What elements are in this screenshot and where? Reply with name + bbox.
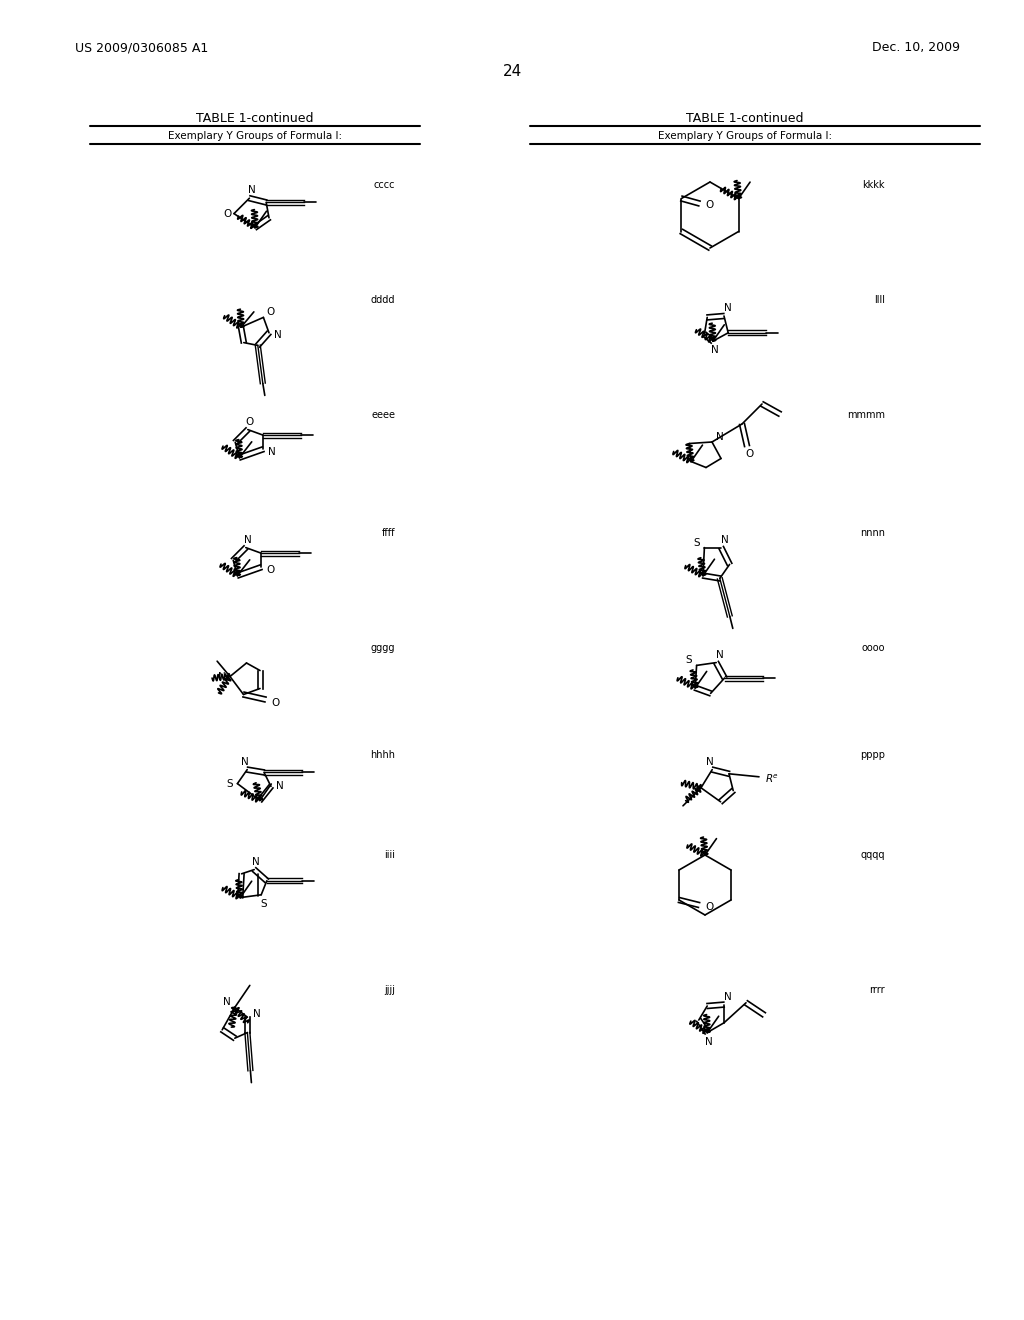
Text: gggg: gggg: [371, 643, 395, 653]
Text: S: S: [226, 779, 232, 788]
Text: N: N: [218, 672, 226, 681]
Text: S: S: [693, 537, 699, 548]
Text: O: O: [745, 449, 754, 459]
Text: iiii: iiii: [384, 850, 395, 861]
Text: N: N: [724, 991, 732, 1002]
Text: N: N: [244, 535, 252, 545]
Text: N: N: [717, 649, 724, 660]
Text: N: N: [253, 1010, 260, 1019]
Text: dddd: dddd: [371, 294, 395, 305]
Text: O: O: [706, 201, 714, 210]
Text: N: N: [252, 857, 260, 867]
Text: O: O: [705, 902, 713, 912]
Text: hhhh: hhhh: [370, 750, 395, 760]
Text: S: S: [260, 899, 266, 908]
Text: jjjj: jjjj: [384, 985, 395, 995]
Text: N: N: [248, 185, 255, 195]
Text: kkkk: kkkk: [862, 180, 885, 190]
Text: US 2009/0306085 A1: US 2009/0306085 A1: [75, 41, 208, 54]
Text: N: N: [707, 756, 714, 767]
Text: TABLE 1-continued: TABLE 1-continued: [686, 111, 804, 124]
Text: N: N: [274, 330, 282, 339]
Text: N: N: [242, 756, 249, 767]
Text: Dec. 10, 2009: Dec. 10, 2009: [872, 41, 961, 54]
Text: O: O: [266, 565, 274, 576]
Text: eeee: eeee: [371, 411, 395, 420]
Text: N: N: [724, 304, 732, 313]
Text: O: O: [266, 308, 274, 317]
Text: nnnn: nnnn: [860, 528, 885, 539]
Text: O: O: [223, 209, 231, 219]
Text: N: N: [276, 781, 284, 792]
Text: ffff: ffff: [382, 528, 395, 539]
Text: O: O: [246, 417, 254, 426]
Text: mmmm: mmmm: [847, 411, 885, 420]
Text: N: N: [268, 447, 276, 457]
Text: N: N: [716, 432, 724, 442]
Text: oooo: oooo: [861, 643, 885, 653]
Text: pppp: pppp: [860, 750, 885, 760]
Text: qqqq: qqqq: [860, 850, 885, 861]
Text: cccc: cccc: [374, 180, 395, 190]
Text: Exemplary Y Groups of Formula I:: Exemplary Y Groups of Formula I:: [168, 131, 342, 141]
Text: 24: 24: [503, 65, 521, 79]
Text: llll: llll: [874, 294, 885, 305]
Text: TABLE 1-continued: TABLE 1-continued: [197, 111, 313, 124]
Text: N: N: [706, 1036, 713, 1047]
Text: rrrr: rrrr: [869, 985, 885, 995]
Text: $R^e$: $R^e$: [765, 772, 779, 785]
Text: N: N: [223, 998, 230, 1007]
Text: S: S: [685, 656, 692, 665]
Text: Exemplary Y Groups of Formula I:: Exemplary Y Groups of Formula I:: [658, 131, 833, 141]
Text: N: N: [711, 346, 719, 355]
Text: N: N: [721, 535, 729, 545]
Text: O: O: [271, 697, 280, 708]
